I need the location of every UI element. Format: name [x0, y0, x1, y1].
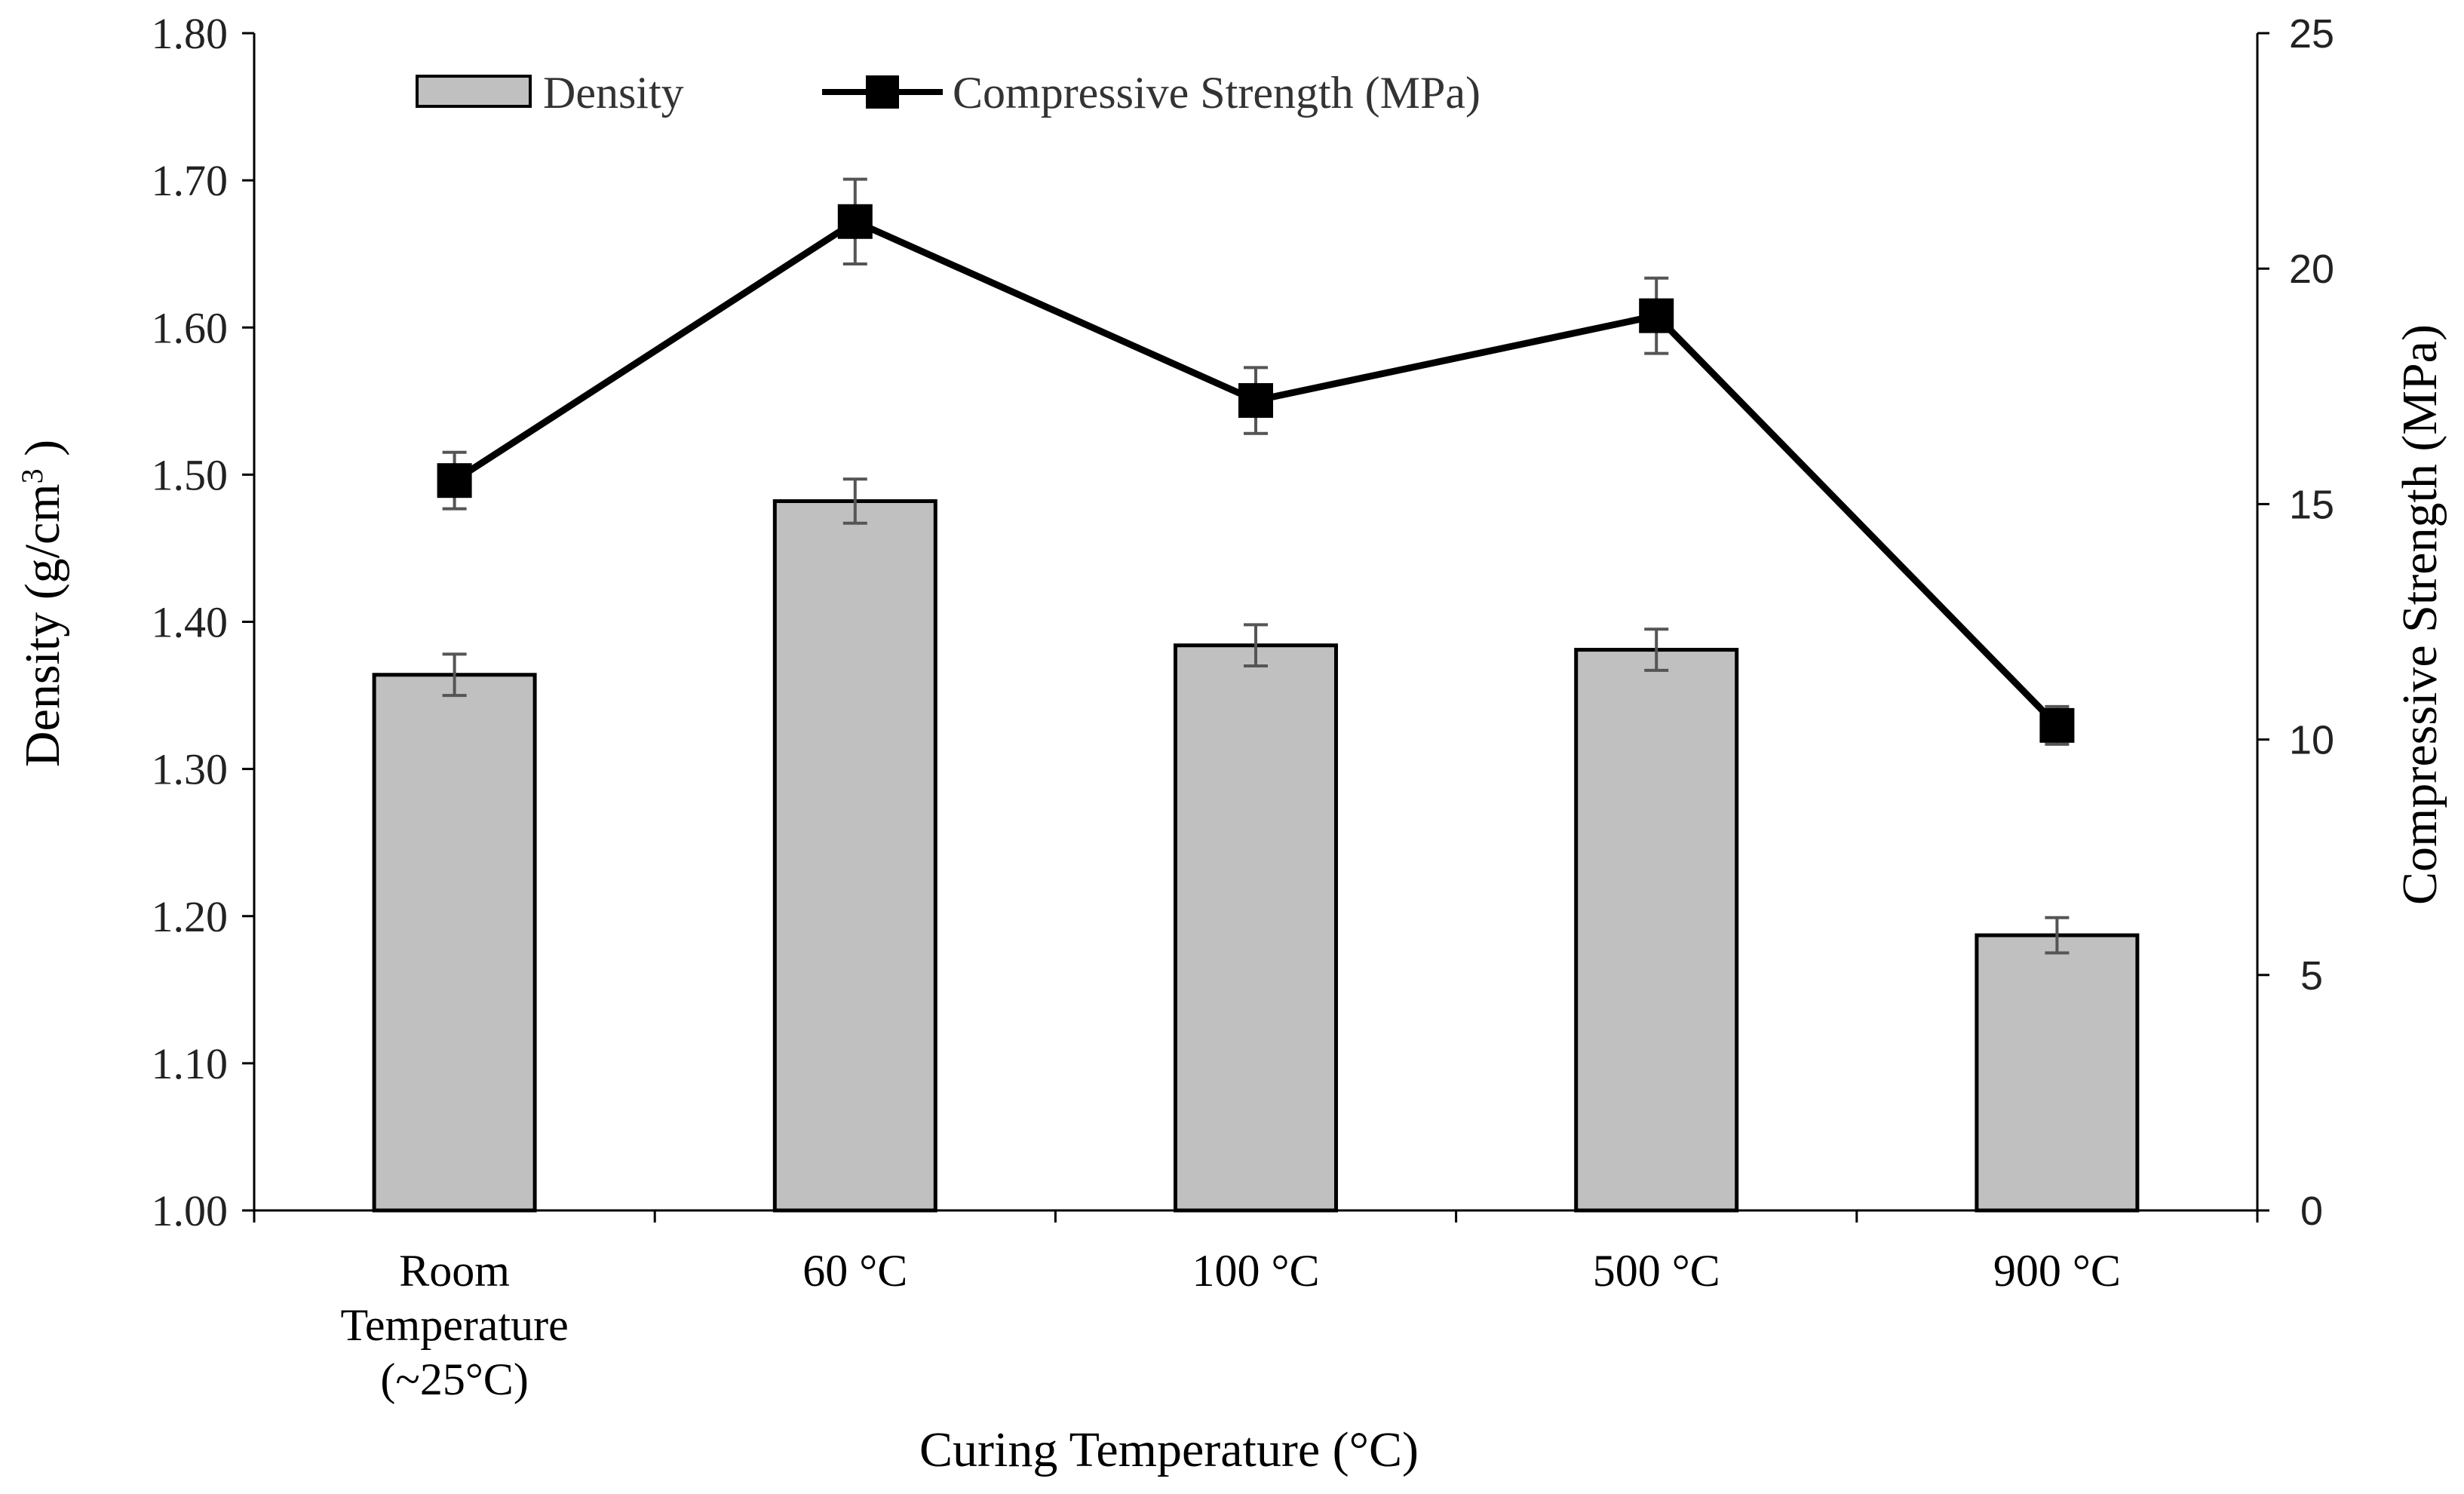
- left-tick-label: 1.20: [152, 892, 229, 941]
- right-tick-label: 10: [2289, 718, 2334, 763]
- category-label: 500 °C: [1593, 1246, 1720, 1296]
- left-tick-label: 1.40: [152, 598, 229, 647]
- strength-point: [1639, 298, 1674, 333]
- category-label-line: 500 °C: [1593, 1246, 1720, 1296]
- x-axis-title: Curing Temperature (°C): [919, 1422, 1419, 1477]
- category-label: 60 °C: [802, 1246, 907, 1296]
- category-label: 900 °C: [1993, 1246, 2121, 1296]
- left-tick-label: 1.80: [152, 9, 229, 58]
- left-axis-ticks: 1.00 1.10 1.20 1.30 1.40 1.50 1.60 1.70 1.80: [152, 9, 254, 1235]
- strength-point: [437, 463, 472, 499]
- density-bar: [1975, 933, 2140, 1213]
- density-error-bars: [442, 477, 2070, 955]
- strength-point: [837, 204, 873, 239]
- density-bar: [1574, 648, 1739, 1213]
- category-label-line: 60 °C: [802, 1246, 907, 1296]
- legend-strength-marker: [866, 75, 899, 109]
- right-tick-label: 15: [2289, 482, 2334, 527]
- category-label: 100 °C: [1192, 1246, 1319, 1296]
- strength-series: [437, 177, 2075, 746]
- legend-strength-label: Compressive Strength (MPa): [953, 68, 1481, 118]
- density-bars: [372, 499, 2140, 1213]
- right-tick-label: 0: [2300, 1189, 2323, 1234]
- density-bar: [772, 499, 937, 1213]
- left-tick-label: 1.50: [152, 450, 229, 499]
- legend-density-label: Density: [543, 68, 684, 118]
- legend-density-swatch: [416, 75, 532, 108]
- right-axis-ticks: 0 5 10 15 20 25: [2257, 11, 2334, 1234]
- legend: Density Compressive Strength (MPa): [416, 68, 1481, 118]
- left-tick-label: 1.30: [152, 745, 229, 794]
- category-labels: Room Temperature (~25°C) 60 °C 100 °C 500 °C 9…: [253, 1210, 2259, 1404]
- right-tick-label: 5: [2300, 953, 2323, 999]
- left-y-axis-title: Density (g/cm3 ): [15, 440, 71, 767]
- category-label-line: Temperature: [340, 1300, 568, 1350]
- category-label-line: Room: [399, 1246, 510, 1296]
- strength-point: [2039, 707, 2075, 743]
- density-bar: [372, 673, 537, 1213]
- left-tick-label: 1.60: [152, 303, 229, 352]
- category-label: Room Temperature (~25°C): [340, 1246, 568, 1404]
- category-label-line: 100 °C: [1192, 1246, 1319, 1296]
- right-tick-label: 25: [2289, 11, 2334, 57]
- category-label-line: (~25°C): [380, 1354, 528, 1404]
- left-tick-label: 1.10: [152, 1039, 229, 1088]
- category-label-line: 900 °C: [1993, 1246, 2121, 1296]
- density-bar: [1174, 643, 1338, 1213]
- left-tick-label: 1.00: [152, 1186, 229, 1235]
- left-tick-label: 1.70: [152, 156, 229, 205]
- right-y-axis-title: Compressive Strength (MPa): [2392, 324, 2447, 905]
- strength-point: [1238, 383, 1273, 419]
- right-tick-label: 20: [2289, 247, 2334, 292]
